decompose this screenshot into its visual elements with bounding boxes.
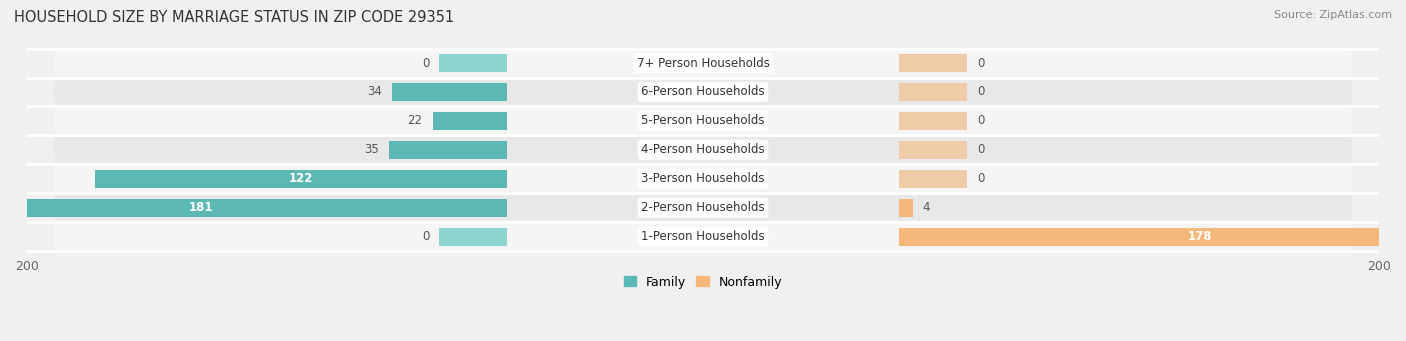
Bar — [898, 83, 967, 101]
FancyBboxPatch shape — [53, 195, 1353, 221]
Text: 0: 0 — [422, 57, 429, 70]
FancyBboxPatch shape — [53, 50, 1353, 76]
Bar — [898, 54, 967, 72]
Text: 6-Person Households: 6-Person Households — [641, 86, 765, 99]
Text: Source: ZipAtlas.com: Source: ZipAtlas.com — [1274, 10, 1392, 20]
Bar — [898, 199, 912, 217]
Text: HOUSEHOLD SIZE BY MARRIAGE STATUS IN ZIP CODE 29351: HOUSEHOLD SIZE BY MARRIAGE STATUS IN ZIP… — [14, 10, 454, 25]
Bar — [898, 170, 967, 188]
Bar — [388, 141, 508, 159]
Legend: Family, Nonfamily: Family, Nonfamily — [619, 271, 787, 294]
Bar — [0, 199, 508, 217]
FancyBboxPatch shape — [53, 108, 1353, 134]
Text: 4: 4 — [922, 201, 931, 214]
Text: 181: 181 — [188, 201, 214, 214]
Text: 0: 0 — [977, 57, 984, 70]
Bar — [392, 83, 508, 101]
Bar — [94, 170, 508, 188]
Text: 2-Person Households: 2-Person Households — [641, 201, 765, 214]
Text: 0: 0 — [977, 115, 984, 128]
Text: 122: 122 — [288, 172, 314, 185]
FancyBboxPatch shape — [53, 137, 1353, 163]
Text: 0: 0 — [977, 172, 984, 185]
Text: 35: 35 — [364, 143, 378, 157]
FancyBboxPatch shape — [53, 224, 1353, 249]
Text: 4-Person Households: 4-Person Households — [641, 143, 765, 157]
Text: 178: 178 — [1188, 230, 1212, 243]
Bar — [439, 228, 508, 246]
Text: 1-Person Households: 1-Person Households — [641, 230, 765, 243]
Text: 0: 0 — [977, 86, 984, 99]
Text: 3-Person Households: 3-Person Households — [641, 172, 765, 185]
Text: 0: 0 — [977, 143, 984, 157]
Text: 0: 0 — [422, 230, 429, 243]
Bar — [898, 141, 967, 159]
Text: 5-Person Households: 5-Person Households — [641, 115, 765, 128]
Bar — [439, 54, 508, 72]
Bar — [433, 112, 508, 130]
Bar — [898, 112, 967, 130]
FancyBboxPatch shape — [53, 79, 1353, 105]
Bar — [898, 228, 1406, 246]
Text: 22: 22 — [408, 115, 422, 128]
FancyBboxPatch shape — [53, 166, 1353, 192]
Text: 7+ Person Households: 7+ Person Households — [637, 57, 769, 70]
Text: 34: 34 — [367, 86, 382, 99]
